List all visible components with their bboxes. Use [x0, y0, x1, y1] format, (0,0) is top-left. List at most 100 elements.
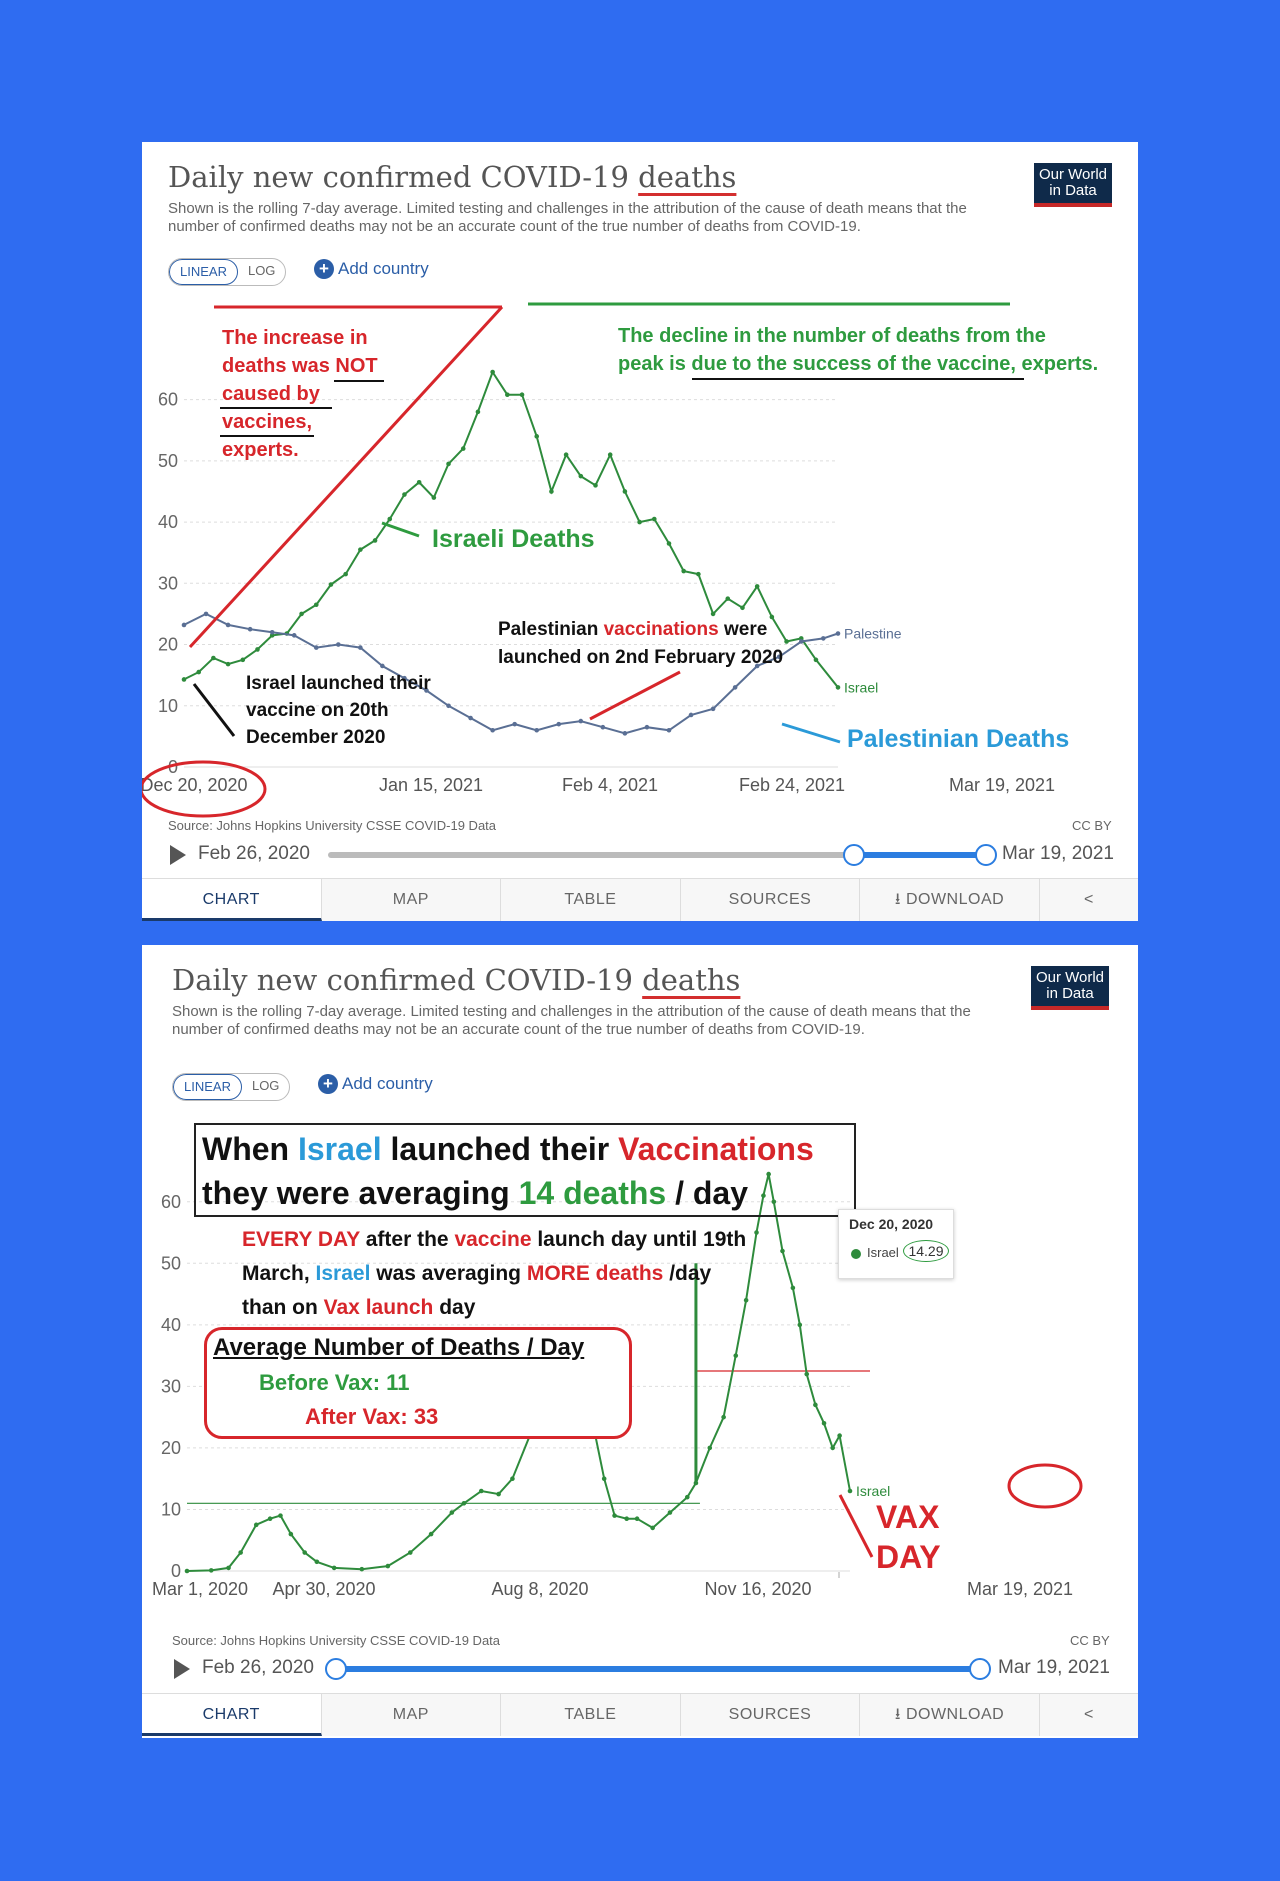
data-point	[313, 645, 319, 650]
annotation-pal-text-b: vaccinations	[603, 619, 719, 640]
data-point	[358, 645, 363, 650]
chart-tabs: CHART MAP TABLE SOURCES ⭳ DOWNLOAD <	[142, 1693, 1138, 1736]
annotation-every-line3: than on Vax launch day	[242, 1291, 746, 1325]
chart-tooltip: Dec 20, 2020 Israel 14.29	[838, 1209, 954, 1279]
owid-logo[interactable]: Our World in Data	[1031, 966, 1109, 1010]
license-badge[interactable]: CC BY	[1072, 818, 1112, 833]
x-tick-label: Dec 20, 2020	[142, 775, 248, 795]
owid-logo[interactable]: Our World in Data	[1034, 163, 1112, 207]
tab-chart[interactable]: CHART	[142, 879, 322, 921]
data-point	[475, 409, 481, 415]
scale-linear-button[interactable]: LINEAR	[169, 259, 238, 285]
tooltip-country: Israel	[867, 1245, 899, 1260]
data-point	[835, 685, 841, 690]
chart-tabs: CHART MAP TABLE SOURCES ⭳ DOWNLOAD <	[142, 878, 1138, 921]
annotation-every-line1: EVERY DAY after the vaccine launch day u…	[242, 1223, 746, 1257]
data-point	[847, 1488, 853, 1494]
add-country-button[interactable]: + Add country	[314, 259, 429, 279]
data-point	[314, 1559, 320, 1565]
data-point	[505, 392, 510, 398]
pal-vax-pointer	[589, 670, 681, 721]
every-text-f: Israel	[315, 1262, 371, 1285]
tab-chart[interactable]: CHART	[142, 1694, 322, 1736]
timeline-end-handle[interactable]	[975, 844, 997, 866]
play-icon[interactable]	[174, 1659, 190, 1679]
data-point	[402, 675, 407, 681]
tab-map[interactable]: MAP	[322, 879, 502, 921]
tab-download[interactable]: ⭳ DOWNLOAD	[860, 879, 1040, 921]
data-point	[534, 727, 540, 733]
timeline-slider[interactable]	[325, 1658, 991, 1680]
day-label: DAY	[876, 1539, 941, 1575]
data-point	[299, 611, 304, 617]
share-icon[interactable]: <	[1083, 1706, 1094, 1723]
license-badge[interactable]: CC BY	[1070, 1633, 1110, 1648]
data-point	[790, 1285, 796, 1291]
data-point	[372, 538, 378, 543]
data-point	[563, 452, 569, 458]
add-country-label: Add country	[338, 259, 429, 278]
annotation-increase-line1: The increase in	[222, 327, 368, 349]
data-point	[203, 611, 209, 617]
tab-table[interactable]: TABLE	[501, 879, 681, 921]
every-text-j: than on	[242, 1296, 324, 1319]
data-point	[288, 1531, 294, 1537]
x-tick-label: Aug 8, 2020	[491, 1579, 588, 1599]
data-point	[732, 685, 738, 690]
data-point	[624, 1516, 629, 1521]
tab-table[interactable]: TABLE	[501, 1694, 681, 1736]
scale-log-button[interactable]: LOG	[251, 1078, 280, 1093]
timeline-start-handle[interactable]	[843, 844, 866, 866]
timeline-slider[interactable]	[328, 844, 997, 866]
y-tick-label: 0	[171, 1561, 181, 1581]
data-point	[468, 715, 473, 721]
tab-sources[interactable]: SOURCES	[681, 879, 861, 921]
scale-linear-button[interactable]: LINEAR	[173, 1074, 242, 1100]
data-point	[208, 1568, 214, 1573]
every-text-l: day	[433, 1296, 476, 1319]
data-point	[534, 434, 540, 439]
palestine-pointer	[781, 722, 841, 744]
timeline-end-handle[interactable]	[969, 1658, 991, 1680]
tab-download[interactable]: ⭳ DOWNLOAD	[860, 1694, 1040, 1736]
add-country-button[interactable]: + Add country	[318, 1074, 433, 1094]
data-point	[813, 1402, 818, 1408]
data-point	[446, 461, 451, 467]
data-point	[733, 1353, 739, 1358]
data-point	[238, 1550, 243, 1555]
range-start-label: Feb 26, 2020	[202, 1657, 314, 1678]
logo-line-1: Our World	[1038, 166, 1108, 183]
box-text-f: 14 deaths	[518, 1175, 667, 1211]
range-end-label: Mar 19, 2021	[998, 1657, 1110, 1678]
data-point	[253, 1522, 259, 1528]
tab-map[interactable]: MAP	[322, 1694, 502, 1736]
data-point	[549, 489, 554, 494]
launch-pointer	[192, 683, 236, 737]
box-text-g: / day	[666, 1175, 749, 1211]
data-point	[651, 516, 657, 522]
data-point	[821, 1421, 827, 1426]
chart-subtitle: Shown is the rolling 7-day average. Limi…	[172, 1003, 971, 1038]
data-point	[336, 642, 341, 647]
data-point	[496, 1491, 501, 1497]
data-point	[385, 1563, 391, 1569]
y-tick-label: 60	[158, 390, 178, 410]
data-point	[446, 703, 451, 709]
y-tick-label: 40	[158, 512, 178, 532]
data-point	[754, 663, 760, 669]
share-icon[interactable]: <	[1083, 891, 1094, 908]
scale-log-button[interactable]: LOG	[247, 263, 276, 278]
download-icon: ⭳	[894, 1706, 906, 1723]
data-point	[710, 706, 716, 712]
data-point	[693, 1480, 699, 1486]
timeline-start-handle[interactable]	[325, 1658, 347, 1680]
annotation-pal-text-c: were	[718, 619, 768, 640]
annotation-every-day: EVERY DAY after the vaccine launch day u…	[242, 1223, 746, 1325]
data-point	[607, 452, 613, 458]
play-icon[interactable]	[170, 845, 186, 865]
tab-sources[interactable]: SOURCES	[681, 1694, 861, 1736]
data-point	[291, 633, 297, 638]
add-country-label: Add country	[342, 1074, 433, 1093]
source-note: Source: Johns Hopkins University CSSE CO…	[172, 1633, 501, 1648]
data-point	[359, 1566, 365, 1572]
